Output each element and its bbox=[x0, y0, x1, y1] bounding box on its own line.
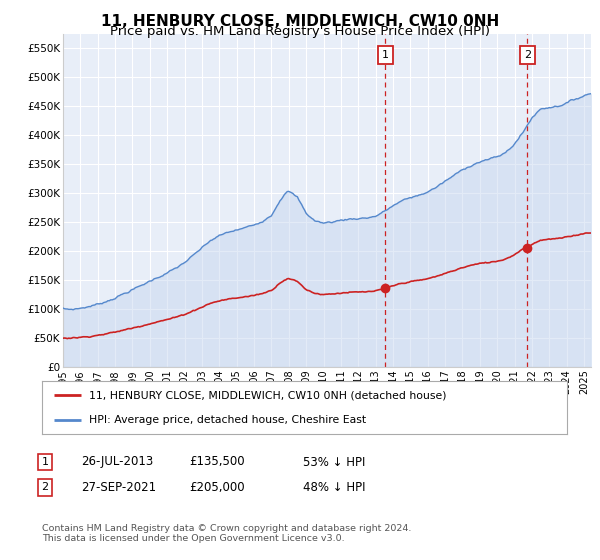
Text: £205,000: £205,000 bbox=[189, 480, 245, 494]
Text: 1: 1 bbox=[382, 50, 389, 60]
Text: 11, HENBURY CLOSE, MIDDLEWICH, CW10 0NH: 11, HENBURY CLOSE, MIDDLEWICH, CW10 0NH bbox=[101, 14, 499, 29]
Text: Contains HM Land Registry data © Crown copyright and database right 2024.
This d: Contains HM Land Registry data © Crown c… bbox=[42, 524, 412, 543]
Text: 53% ↓ HPI: 53% ↓ HPI bbox=[303, 455, 365, 469]
Text: 27-SEP-2021: 27-SEP-2021 bbox=[81, 480, 156, 494]
Text: 11, HENBURY CLOSE, MIDDLEWICH, CW10 0NH (detached house): 11, HENBURY CLOSE, MIDDLEWICH, CW10 0NH … bbox=[89, 390, 447, 400]
Text: 48% ↓ HPI: 48% ↓ HPI bbox=[303, 480, 365, 494]
Text: 2: 2 bbox=[41, 482, 49, 492]
Text: 26-JUL-2013: 26-JUL-2013 bbox=[81, 455, 153, 469]
Text: 2: 2 bbox=[524, 50, 531, 60]
Text: Price paid vs. HM Land Registry's House Price Index (HPI): Price paid vs. HM Land Registry's House … bbox=[110, 25, 490, 38]
Text: HPI: Average price, detached house, Cheshire East: HPI: Average price, detached house, Ches… bbox=[89, 414, 367, 424]
Text: 1: 1 bbox=[41, 457, 49, 467]
Text: £135,500: £135,500 bbox=[189, 455, 245, 469]
